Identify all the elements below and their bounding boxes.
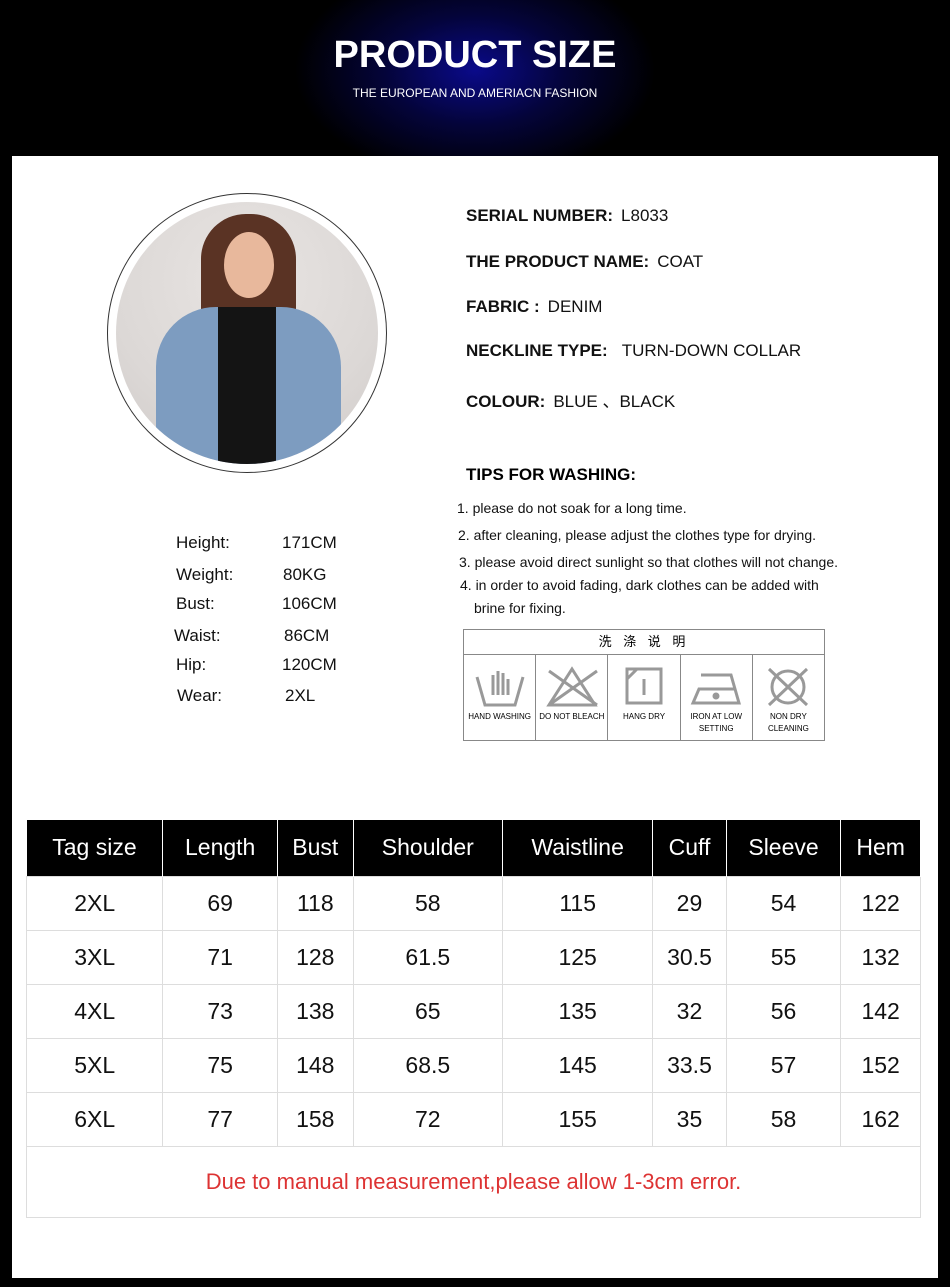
table-cell: 29 — [652, 875, 727, 931]
table-cell: 69 — [162, 875, 278, 931]
table-cell: 75 — [162, 1037, 278, 1093]
table-cell: 155 — [502, 1091, 654, 1147]
model-value: 106CM — [282, 594, 337, 613]
model-photo — [107, 193, 387, 473]
model-label: Weight: — [176, 565, 234, 584]
model-value: 120CM — [282, 655, 337, 674]
table-cell: 6XL — [25, 1091, 164, 1147]
table-cell: 54 — [725, 875, 842, 931]
header-banner: PRODUCT SIZE THE EUROPEAN AND AMERIACN F… — [0, 0, 950, 156]
table-cell: 56 — [725, 983, 842, 1039]
measurement-note: Due to manual measurement,please allow 1… — [26, 1145, 921, 1218]
spec-fabric: FABRIC : DENIM — [466, 297, 603, 316]
table-cell: 33.5 — [652, 1037, 727, 1093]
table-cell: 30.5 — [652, 929, 727, 985]
model-label: Waist: — [174, 626, 221, 645]
column-header: Waistline — [502, 820, 654, 876]
model-value: 80KG — [283, 565, 327, 584]
hand-wash-icon — [475, 671, 525, 707]
table-cell: 3XL — [25, 929, 164, 985]
table-cell: 68.5 — [352, 1037, 504, 1093]
table-cell: 142 — [840, 983, 921, 1039]
table-cell: 72 — [352, 1091, 504, 1147]
table-cell: 4XL — [25, 983, 164, 1039]
table-cell: 58 — [352, 875, 504, 931]
table-cell: 55 — [725, 929, 842, 985]
column-header: Hem — [840, 820, 921, 876]
tip: 3. please avoid direct sunlight so that … — [459, 554, 839, 570]
spec-colour: COLOUR: BLUE 、BLACK — [466, 392, 676, 411]
column-header: Length — [162, 820, 278, 876]
size-table: Tag size Length Bust Shoulder Waistline Cuff S… — [25, 820, 921, 1218]
table-cell: 115 — [502, 875, 654, 931]
column-header: Bust — [277, 820, 354, 876]
table-cell: 2XL — [25, 875, 164, 931]
table-cell: 148 — [277, 1037, 354, 1093]
column-header: Cuff — [652, 820, 727, 876]
spec-name: THE PRODUCT NAME: COAT — [466, 252, 704, 271]
table-row: 5XL 75 148 68.5 145 33.5 57 152 — [25, 1037, 921, 1093]
table-cell: 132 — [840, 929, 921, 985]
tip: 2. after cleaning, please adjust the clo… — [458, 527, 816, 543]
table-cell: 73 — [162, 983, 278, 1039]
table-cell: 32 — [652, 983, 727, 1039]
table-cell: 145 — [502, 1037, 654, 1093]
column-header: Shoulder — [353, 820, 504, 876]
spec-serial: SERIAL NUMBER: L8033 — [466, 206, 669, 225]
tips-title: TIPS FOR WASHING: — [466, 465, 636, 484]
table-row: 3XL 71 128 61.5 125 30.5 55 132 — [25, 929, 921, 985]
model-value: 86CM — [284, 626, 330, 645]
model-label: Hip: — [176, 655, 207, 674]
model-value: 2XL — [285, 686, 316, 705]
iron-low-icon — [690, 673, 742, 705]
table-cell: 65 — [352, 983, 504, 1039]
model-value: 171CM — [282, 533, 337, 552]
tip: 4. in order to avoid fading, dark clothe… — [460, 577, 819, 593]
table-cell: 57 — [725, 1037, 842, 1093]
table-cell: 138 — [277, 983, 354, 1039]
table-row: 4XL 73 138 65 135 32 56 142 — [25, 983, 921, 1039]
model-label: Bust: — [176, 594, 215, 613]
table-cell: 152 — [840, 1037, 921, 1093]
table-cell: 5XL — [25, 1037, 164, 1093]
spec-neckline: NECKLINE TYPE: TURN-DOWN COLLAR — [466, 341, 802, 360]
table-cell: 118 — [277, 875, 354, 931]
page-title: PRODUCT SIZE — [333, 34, 617, 76]
tip: 1. please do not soak for a long time. — [457, 500, 687, 516]
table-cell: 35 — [652, 1091, 727, 1147]
table-cell: 162 — [840, 1091, 921, 1147]
table-cell: 128 — [277, 929, 354, 985]
table-cell: 135 — [502, 983, 654, 1039]
model-label: Height: — [176, 533, 230, 552]
tip: brine for fixing. — [474, 600, 566, 616]
no-bleach-icon — [546, 666, 598, 707]
table-cell: 71 — [162, 929, 278, 985]
column-header: Tag size — [26, 820, 164, 876]
model-label: Wear: — [177, 686, 223, 705]
care-title: 洗 涤 说 明 — [464, 630, 824, 655]
table-cell: 158 — [277, 1091, 354, 1147]
table-row: 2XL 69 118 58 115 29 54 122 — [25, 875, 921, 931]
table-cell: 77 — [162, 1091, 278, 1147]
table-cell: 122 — [840, 875, 921, 931]
no-dry-clean-icon — [768, 667, 809, 707]
column-header: Sleeve — [726, 820, 842, 876]
table-cell: 61.5 — [352, 929, 504, 985]
table-cell: 125 — [502, 929, 654, 985]
care-instructions: 洗 涤 说 明 HAND WASHING DO NOT BLEACH HANG … — [463, 629, 825, 741]
table-cell: 58 — [725, 1091, 842, 1147]
hang-dry-icon — [625, 667, 663, 705]
table-row: 6XL 77 158 72 155 35 58 162 — [25, 1091, 921, 1147]
page-subtitle: THE EUROPEAN AND AMERIACN FASHION — [352, 86, 598, 100]
